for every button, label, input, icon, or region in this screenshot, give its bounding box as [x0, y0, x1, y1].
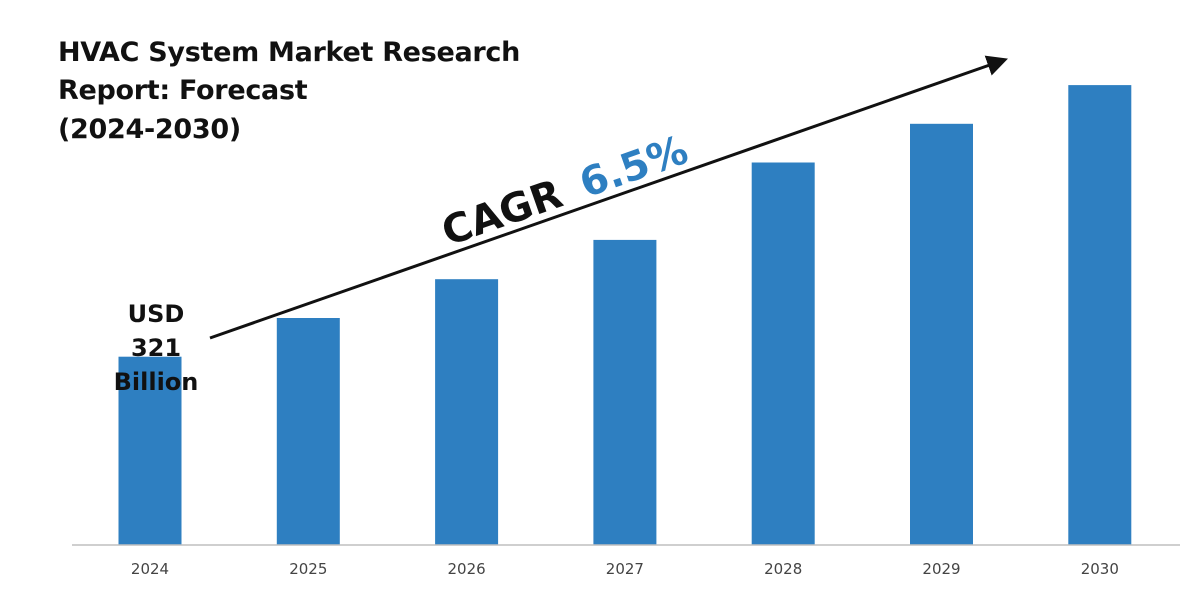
x-tick-label-2029: 2029	[922, 560, 960, 578]
bar-2025	[276, 318, 340, 545]
bar-2029	[910, 123, 973, 546]
x-tick-label-2027: 2027	[606, 560, 644, 578]
start-value-label-line-1: USD	[128, 300, 185, 328]
bar-2024	[118, 356, 182, 545]
cagr-value: 6.5%	[574, 127, 694, 207]
x-tick-label-2026: 2026	[448, 560, 486, 578]
x-tick-label-2028: 2028	[764, 560, 802, 578]
cagr-annotation: CAGR 6.5%	[436, 127, 694, 255]
bar-2026	[435, 279, 499, 545]
chart-title-line-3: (2024-2030)	[58, 114, 241, 145]
chart-title-line-2: Report: Forecast	[58, 75, 308, 106]
chart-title: HVAC System Market Research Report: Fore…	[58, 37, 520, 145]
trend-arrow	[209, 55, 1008, 340]
bar-2028	[751, 162, 815, 545]
x-axis-tick-labels: 2024 2025 2026 2027 2028 2029 2030	[131, 560, 1119, 578]
start-value-label: USD 321 Billion	[114, 300, 199, 396]
x-tick-label-2025: 2025	[289, 560, 327, 578]
bar-2027	[593, 239, 657, 545]
x-tick-label-2024: 2024	[131, 560, 169, 578]
cagr-label: CAGR	[436, 171, 568, 255]
start-value-label-line-2: 321	[131, 334, 181, 362]
start-value-label-line-3: Billion	[114, 368, 199, 396]
x-tick-label-2030: 2030	[1081, 560, 1119, 578]
chart-title-line-1: HVAC System Market Research	[58, 37, 520, 68]
bar-series	[118, 85, 1132, 546]
bar-2030	[1068, 85, 1132, 545]
